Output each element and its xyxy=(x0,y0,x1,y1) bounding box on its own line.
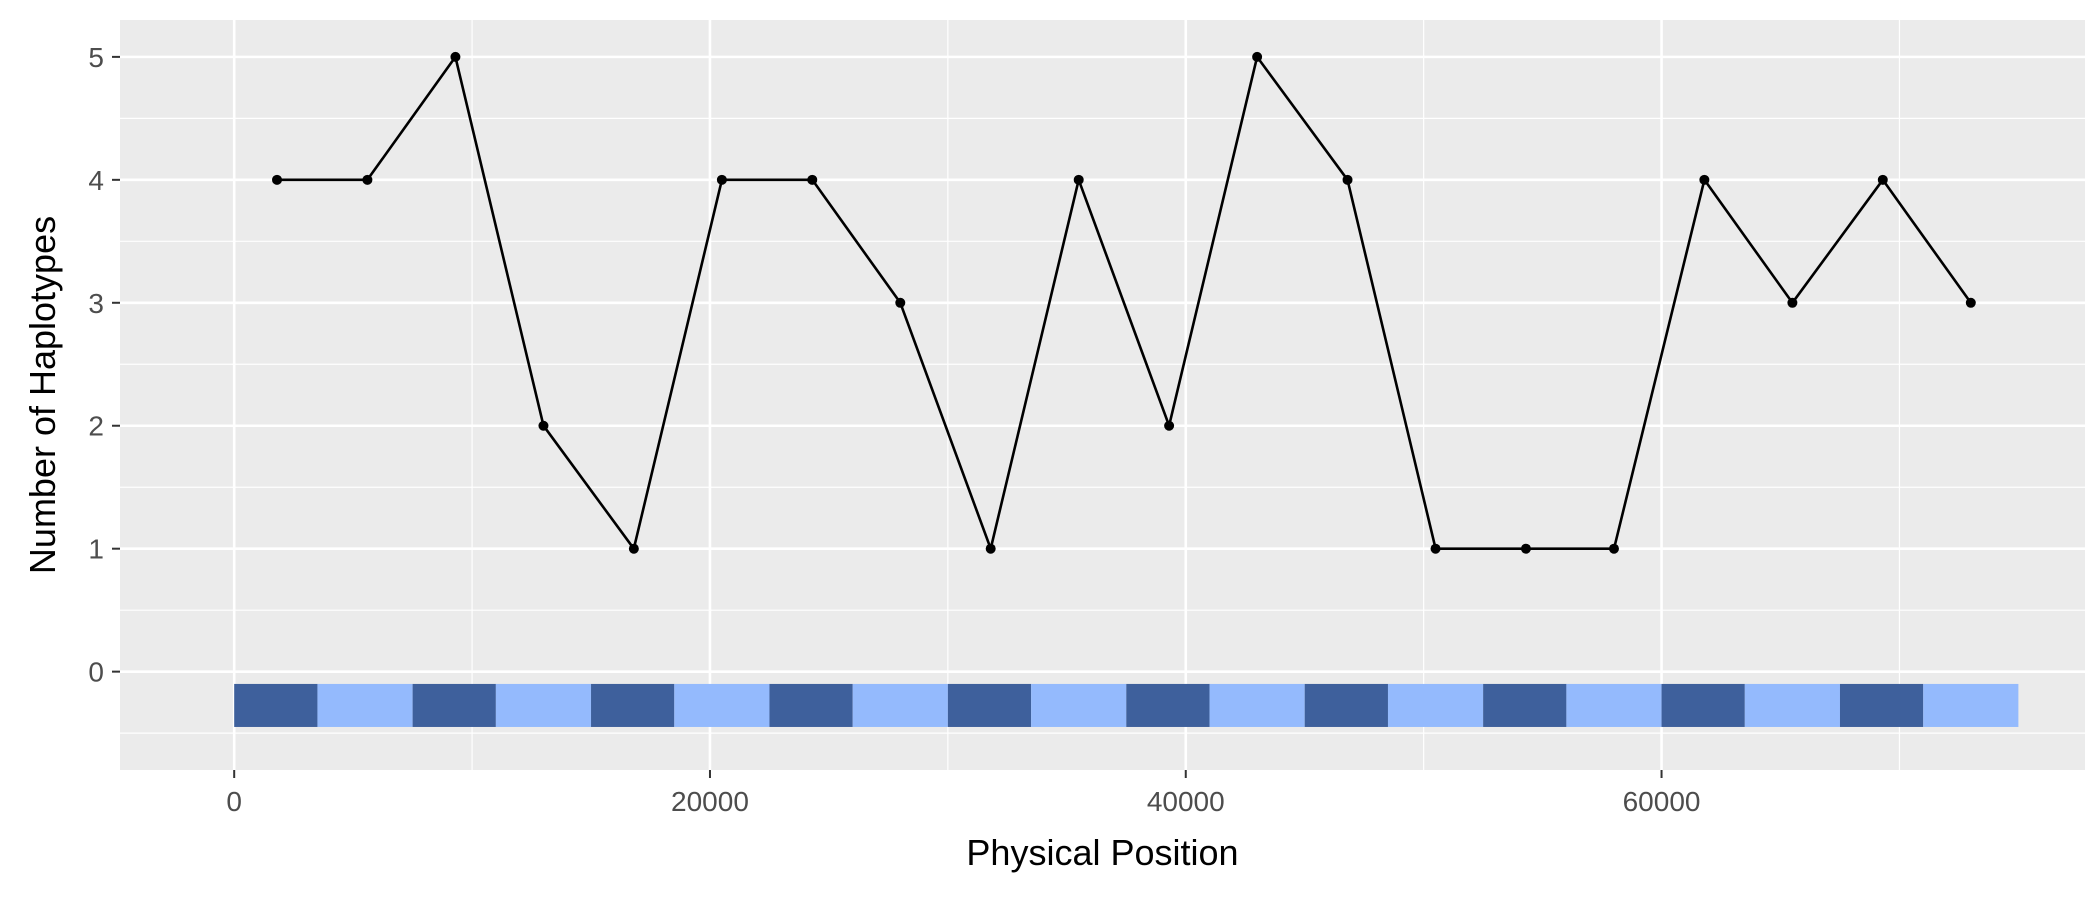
axis-tick-labels: 0 1 2 3 4 5 0 20000 40000 60000 xyxy=(88,42,1700,817)
haplotype-block xyxy=(769,683,853,727)
haplotype-block xyxy=(1304,683,1388,727)
data-point xyxy=(1342,174,1353,185)
haplotype-block xyxy=(1661,683,1745,727)
y-axis-title: Number of Haplotypes xyxy=(22,216,63,574)
data-point xyxy=(538,420,549,431)
data-point xyxy=(1877,174,1888,185)
data-point xyxy=(1164,420,1175,431)
data-point xyxy=(1073,174,1084,185)
y-tick-label: 3 xyxy=(88,288,104,319)
haplotype-block xyxy=(1839,683,1924,727)
data-point xyxy=(985,543,996,554)
y-tick-label: 5 xyxy=(88,42,104,73)
haplotype-block xyxy=(591,683,675,727)
data-point xyxy=(1699,174,1710,185)
haplotype-block xyxy=(412,683,496,727)
y-tick-label: 0 xyxy=(88,657,104,688)
x-tick-label: 20000 xyxy=(671,786,749,817)
y-tick-label: 1 xyxy=(88,534,104,565)
haplotype-block xyxy=(1387,683,1484,727)
plot-panel xyxy=(120,20,2085,770)
data-point xyxy=(1787,297,1798,308)
data-point xyxy=(450,51,461,62)
data-point xyxy=(1252,51,1263,62)
x-tick-label: 0 xyxy=(226,786,242,817)
data-point xyxy=(1965,297,1976,308)
x-tick-label: 40000 xyxy=(1147,786,1225,817)
data-point xyxy=(1430,543,1441,554)
major-gridlines xyxy=(120,20,2085,770)
data-point xyxy=(362,174,373,185)
haplotype-block xyxy=(852,683,948,727)
haplotype-block xyxy=(1126,683,1210,727)
haplotype-block xyxy=(1209,683,1305,727)
haplotype-block xyxy=(674,683,770,727)
x-axis-title: Physical Position xyxy=(966,832,1238,873)
haplotype-series xyxy=(272,51,1976,554)
haplotype-block xyxy=(947,683,1032,727)
series-line xyxy=(277,55,1972,551)
haplotype-block xyxy=(1923,683,2019,727)
haplotype-block xyxy=(495,683,592,727)
haplotype-block xyxy=(1744,683,1840,727)
data-point xyxy=(716,174,727,185)
haplotype-blocks xyxy=(234,683,2019,727)
data-point xyxy=(628,543,639,554)
data-point xyxy=(895,297,906,308)
data-point xyxy=(807,174,818,185)
data-point xyxy=(1608,543,1619,554)
y-tick-label: 4 xyxy=(88,165,104,196)
data-point xyxy=(272,174,283,185)
axis-ticks xyxy=(112,55,1663,778)
y-tick-label: 2 xyxy=(88,411,104,442)
haplotype-block xyxy=(1566,683,1662,727)
data-point xyxy=(1520,543,1531,554)
haplotype-block xyxy=(1031,683,1127,727)
haplotype-block xyxy=(317,683,413,727)
haplotype-block xyxy=(234,683,318,727)
x-tick-label: 60000 xyxy=(1623,786,1701,817)
haplotype-block xyxy=(1483,683,1567,727)
